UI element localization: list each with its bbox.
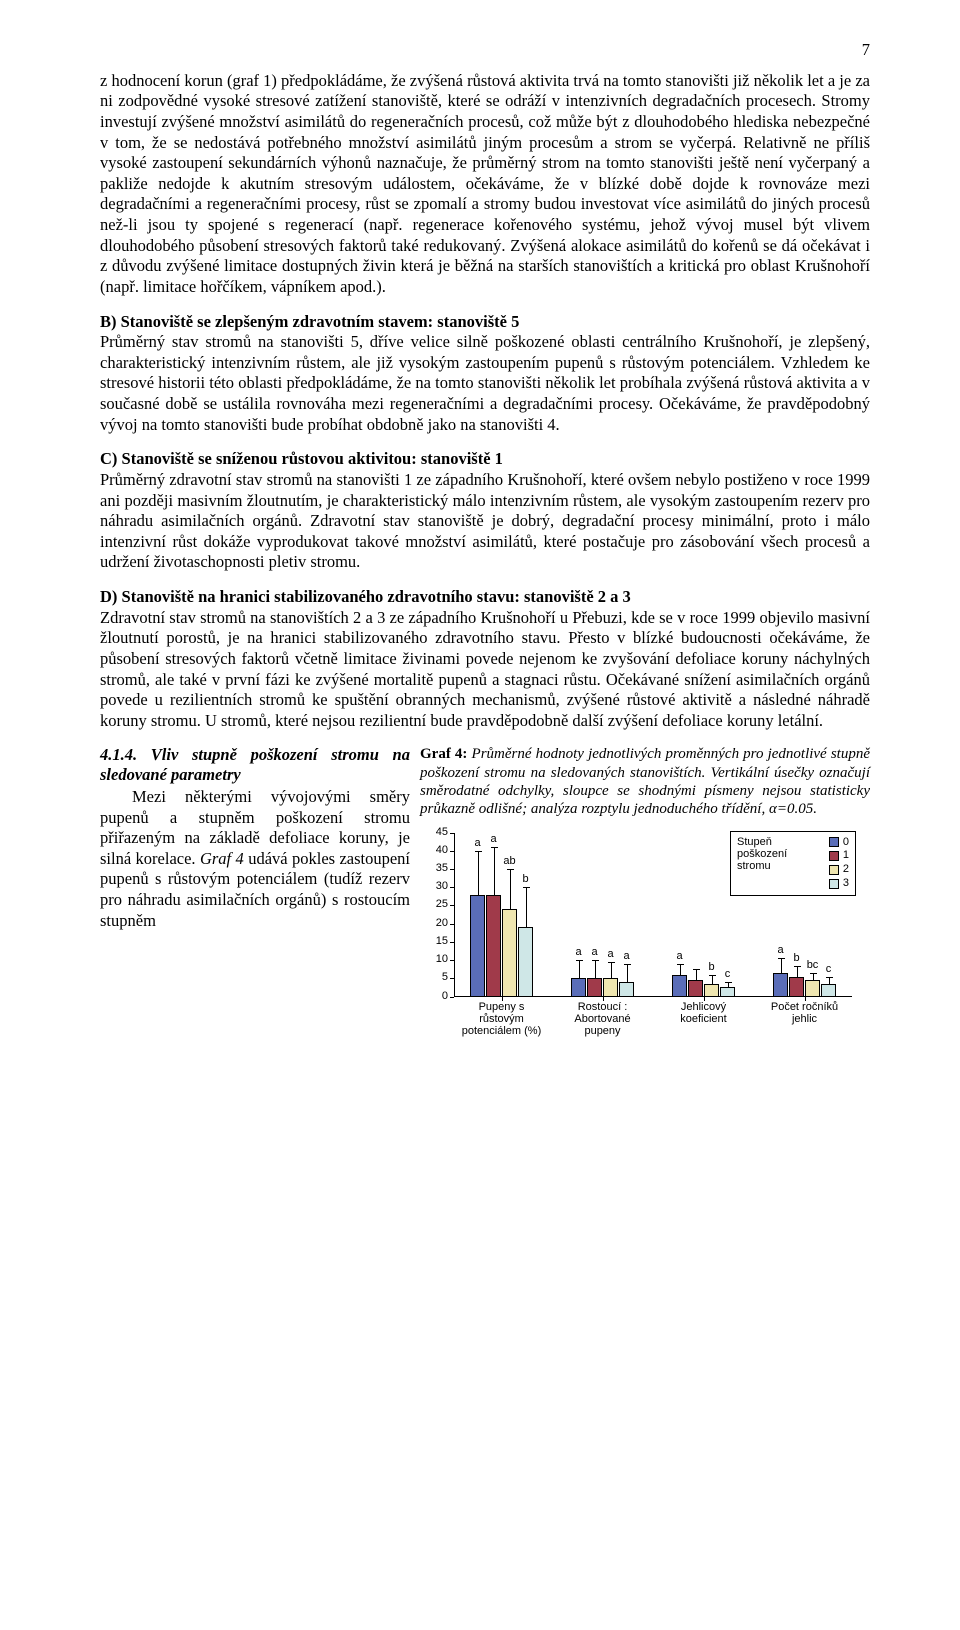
caption-body: Průměrné hodnoty jednotlivých proměnných… [420,746,870,817]
intro-paragraph: z hodnocení korun (graf 1) předpokládáme… [100,71,870,298]
legend-label: 0 [843,836,849,850]
ytick-label: 40 [424,844,448,858]
legend-item: 3 [829,877,849,891]
x-category-label: Počet ročníkůjehlic [761,1001,848,1025]
legend-label: 1 [843,849,849,863]
bar [571,978,586,996]
sig-letter: c [819,963,838,977]
legend-item: 2 [829,863,849,877]
section-c-heading: C) Stanoviště se sníženou růstovou aktiv… [100,449,870,470]
sig-letter: a [617,950,636,964]
bar [518,927,533,996]
caption-lead: Graf 4: [420,746,467,762]
bar [672,975,687,997]
ytick-label: 45 [424,826,448,840]
lower-block: 4.1.4. Vliv stupně poškození stromu na s… [100,745,870,1056]
legend-item: 1 [829,849,849,863]
ytick-label: 35 [424,862,448,876]
intro-text: z hodnocení korun (graf 1) předpokládáme… [100,71,870,296]
section-b: B) Stanoviště se zlepšeným zdravotním st… [100,312,870,436]
bar [704,984,719,997]
section-c: C) Stanoviště se sníženou růstovou aktiv… [100,449,870,573]
sig-letter: b [516,873,535,887]
bar [720,987,735,996]
bar [470,895,485,997]
legend-swatch [829,865,839,875]
ytick-label: 5 [424,971,448,985]
x-category-label: Rostoucí :Abortovanépupeny [559,1001,646,1037]
section-d-body: Zdravotní stav stromů na stanovištích 2 … [100,608,870,732]
legend-title: Stupeň poškození stromu [737,836,823,889]
sig-letter: ab [500,855,519,869]
bar [502,909,517,996]
bar [789,977,804,997]
bar [619,982,634,997]
section-b-heading: B) Stanoviště se zlepšeným zdravotním st… [100,312,870,333]
subheading-4-1-4: 4.1.4. Vliv stupně poškození stromu na s… [100,745,410,785]
ytick-label: 30 [424,880,448,894]
left-col-graf4: Graf 4 [200,849,244,868]
legend-swatch [829,837,839,847]
ytick-label: 10 [424,953,448,967]
x-category-label: Jehlicovýkoeficient [660,1001,747,1025]
sig-letter: c [718,968,737,982]
bar [486,895,501,997]
graf-4-chart: aaabbaaaaabcabbcc051015202530354045Pupen… [420,827,866,1057]
section-d: D) Stanoviště na hranici stabilizovaného… [100,587,870,731]
ytick-label: 25 [424,898,448,912]
section-c-body: Průměrný zdravotní stav stromů na stanov… [100,470,870,573]
ytick-label: 0 [424,990,448,1004]
bar [805,980,820,996]
bar [773,973,788,997]
chart-caption: Graf 4: Průměrné hodnoty jednotlivých pr… [420,745,870,818]
right-column: Graf 4: Průměrné hodnoty jednotlivých pr… [420,745,870,1056]
sig-letter: a [484,833,503,847]
bar [821,984,836,997]
legend: Stupeň poškození stromu 0123 [730,831,856,896]
bar [688,980,703,996]
legend-item: 0 [829,836,849,850]
sig-letter: a [670,950,689,964]
bar [587,978,602,996]
legend-swatch [829,851,839,861]
legend-label: 2 [843,863,849,877]
left-column: 4.1.4. Vliv stupně poškození stromu na s… [100,745,410,1056]
ytick-label: 20 [424,917,448,931]
x-category-label: Pupeny srůstovýmpotenciálem (%) [458,1001,545,1037]
page-number: 7 [100,40,870,61]
bar [603,978,618,996]
section-b-body: Průměrný stav stromů na stanovišti 5, dř… [100,332,870,435]
legend-swatch [829,879,839,889]
section-d-heading: D) Stanoviště na hranici stabilizovaného… [100,587,870,608]
legend-label: 3 [843,877,849,891]
ytick-label: 15 [424,935,448,949]
